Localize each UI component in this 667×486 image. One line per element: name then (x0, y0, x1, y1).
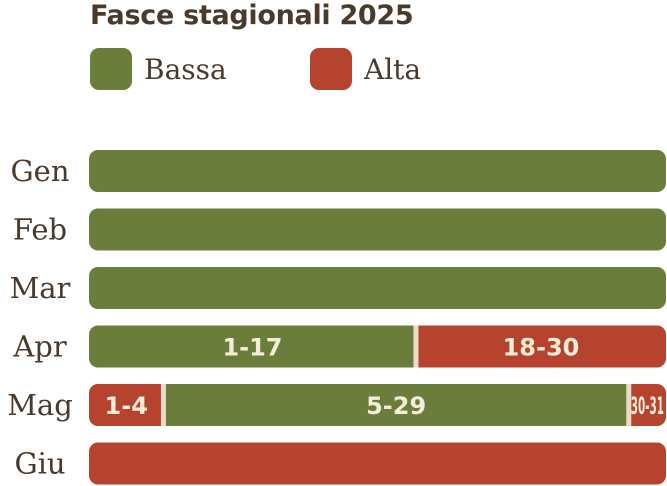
bar-giu (89, 442, 666, 485)
chart-title: Fasce stagionali 2025 (90, 0, 414, 31)
segment-label-mag-2: 30-31 (631, 392, 664, 420)
bar-mar (89, 267, 666, 309)
month-label-apr: Apr (12, 330, 67, 364)
segment-divider-mag-1 (160, 384, 166, 426)
segment-label-apr-1: 18-30 (503, 334, 580, 362)
month-label-mag: Mag (7, 388, 73, 422)
month-label-giu: Giu (14, 447, 65, 481)
bar-segment-mag-alta-0 (89, 384, 164, 426)
bar-segment-mar-bassa-0 (89, 267, 666, 309)
segment-divider-mag-2 (626, 384, 632, 426)
segment-label-mag-1: 5-29 (366, 392, 426, 420)
bar-segment-feb-bassa-0 (89, 208, 666, 251)
legend-swatch-alta (310, 48, 352, 90)
month-label-mar: Mar (10, 271, 71, 305)
bar-mag (89, 384, 666, 426)
segment-label-apr-0: 1-17 (222, 334, 282, 362)
bar-segment-apr-bassa-0 (89, 325, 416, 368)
month-label-feb: Feb (13, 213, 67, 247)
bar-segment-apr-alta-1 (415, 325, 666, 368)
bar-segment-mag-alta-2 (628, 384, 666, 426)
segment-label-mag-0: 1-4 (105, 392, 148, 420)
month-label-gen: Gen (10, 154, 69, 188)
legend-label-alta: Alta (364, 52, 422, 86)
legend-label-bassa: Bassa (144, 52, 227, 86)
bar-feb (89, 208, 666, 251)
bar-segment-gen-bassa-0 (89, 150, 666, 192)
legend-item-bassa: Bassa (90, 48, 227, 90)
bar-apr (89, 325, 666, 368)
legend-swatch-bassa (90, 48, 132, 90)
bar-segment-mag-bassa-1 (163, 384, 629, 426)
bar-segment-giu-alta-0 (89, 442, 666, 485)
segment-divider-apr-1 (413, 325, 419, 368)
legend-item-alta: Alta (310, 48, 421, 90)
bar-gen (89, 150, 666, 192)
